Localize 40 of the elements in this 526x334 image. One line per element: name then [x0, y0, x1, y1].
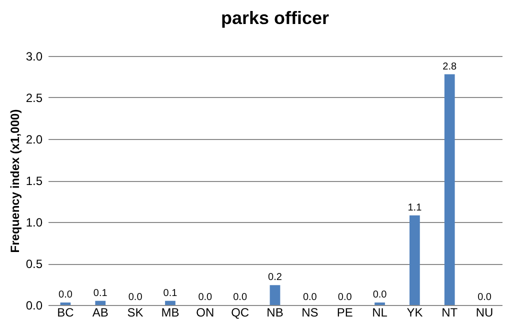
y-tick-label: 0.0 [26, 298, 43, 312]
x-tick-label: ON [196, 306, 214, 320]
x-tick-label: PE [336, 306, 353, 320]
bar [95, 300, 106, 305]
y-axis-title: Frequency index (x1,000) [8, 109, 22, 253]
y-tick-label: 3.0 [26, 50, 43, 64]
bar [444, 74, 455, 305]
data-label: 0.0 [338, 292, 352, 303]
x-tick-label: NU [476, 306, 494, 320]
data-label: 0.0 [372, 290, 388, 301]
bar [165, 300, 176, 305]
chart-title: parks officer [220, 8, 330, 28]
y-tick-label: 1.0 [26, 216, 43, 230]
x-tick-label: YK [406, 306, 423, 320]
x-tick-label: NL [372, 306, 388, 320]
y-tick-label: 0.5 [26, 257, 43, 271]
data-label: 0.1 [163, 288, 178, 299]
x-tick-label: NT [442, 306, 458, 320]
bar [410, 215, 420, 305]
data-label: 0.0 [302, 292, 318, 303]
y-tick-label: 2.0 [26, 132, 43, 146]
x-tick-label: SK [127, 306, 144, 320]
y-tick-label: 1.5 [26, 174, 43, 188]
x-tick-label: NB [266, 306, 284, 320]
data-label: 0.1 [93, 288, 108, 299]
x-tick-label: AB [92, 306, 108, 320]
data-label: 0.2 [268, 272, 282, 284]
data-label: 0.0 [233, 292, 248, 303]
x-tick-label: QC [231, 306, 250, 320]
data-label: 0.0 [198, 292, 213, 303]
data-label: 0.0 [58, 290, 73, 301]
x-tick-label: NS [302, 306, 318, 320]
data-label: 0.0 [478, 292, 492, 303]
data-label: 0.0 [128, 292, 143, 303]
x-tick-label: BC [57, 306, 74, 320]
x-tick-label: MB [161, 306, 180, 320]
bar [270, 285, 280, 305]
data-label: 2.8 [442, 61, 457, 72]
y-tick-label: 2.5 [26, 91, 43, 105]
data-label: 1.1 [408, 202, 422, 214]
